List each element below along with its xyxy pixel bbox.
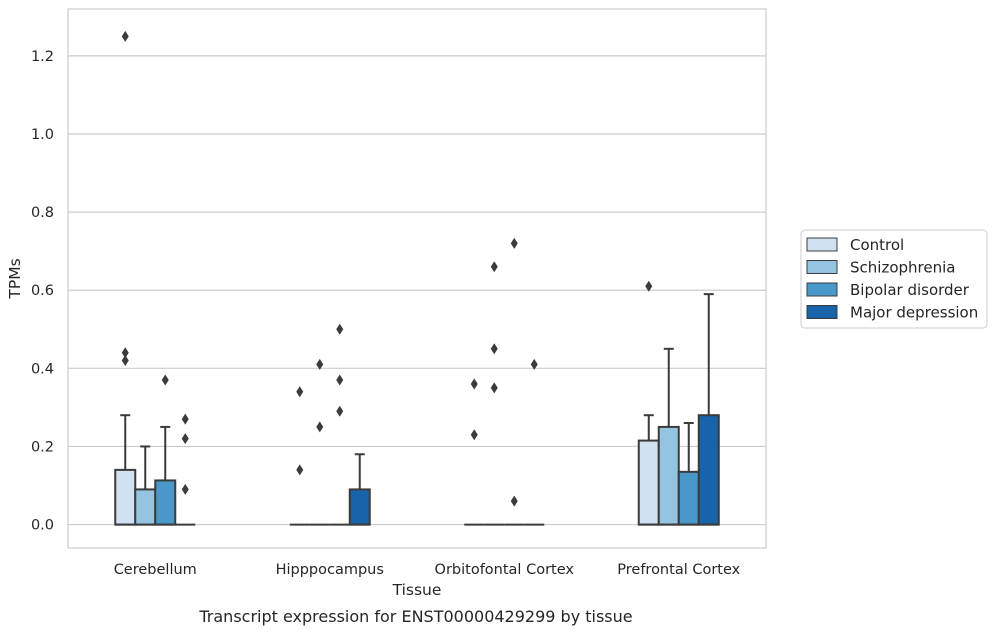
outlier-point [510, 237, 518, 249]
y-tick-label: 0.4 [31, 361, 54, 377]
outlier-point [336, 374, 344, 386]
box-control [464, 378, 485, 526]
y-tick-label: 0.8 [31, 205, 54, 221]
box-schizophrenia [657, 347, 680, 526]
legend-label: Bipolar disorder [850, 281, 970, 299]
outlier-point [181, 483, 189, 495]
x-tick-label: Hipppocampus [276, 562, 384, 578]
box-major-depression [175, 413, 196, 526]
outlier-point [336, 323, 344, 335]
y-tick-label: 0.0 [31, 518, 54, 534]
outlier-point [530, 358, 538, 370]
legend-label: Schizophrenia [850, 259, 955, 277]
legend-frame [800, 229, 988, 329]
figure-caption: Transcript expression for ENST0000042929… [198, 607, 632, 626]
box-bipolar-disorder [677, 422, 700, 526]
outlier-point [510, 495, 518, 507]
outlier-point [161, 374, 169, 386]
box-schizophrenia [134, 445, 157, 526]
grid-lines [68, 55, 766, 526]
legend-swatch [806, 260, 838, 274]
outlier-point [470, 378, 478, 390]
outlier-point [316, 358, 324, 370]
box-control [637, 280, 660, 526]
outlier-point [490, 261, 498, 273]
box-schizophrenia [484, 261, 505, 526]
box-bipolar-disorder [329, 323, 350, 526]
y-tick-label: 1.0 [31, 127, 54, 143]
box-iqr [134, 488, 157, 526]
outlier-point [121, 347, 129, 359]
y-axis-label: TPMs [6, 258, 24, 299]
outlier-point [121, 30, 129, 42]
x-tick-label: Cerebellum [114, 562, 197, 578]
outlier-point [296, 464, 304, 476]
box-control [289, 386, 310, 526]
box-major-depression [697, 293, 720, 526]
box-iqr [657, 425, 680, 526]
x-axis-label: Tissue [392, 581, 442, 599]
outlier-point [490, 343, 498, 355]
box-iqr [637, 439, 660, 526]
outlier-point [336, 405, 344, 417]
legend-swatch [806, 305, 838, 319]
plot-frame [67, 8, 767, 549]
legend-swatch [806, 282, 838, 297]
box-major-depression [348, 453, 371, 526]
box-bipolar-disorder [504, 237, 525, 526]
outlier-point [316, 421, 324, 433]
outlier-point [470, 429, 478, 441]
box-control [114, 30, 137, 526]
outlier-point [296, 386, 304, 398]
x-tick-label: Orbitofontal Cortex [435, 562, 575, 578]
box-iqr [348, 488, 371, 526]
box-iqr [154, 479, 177, 526]
box-bipolar-disorder [154, 374, 177, 526]
legend: Control Schizophrenia Bipolar disorder Majo… [800, 229, 988, 329]
box-iqr [697, 414, 720, 526]
box-schizophrenia [309, 358, 330, 526]
y-axis-ticks: 0.0 0.2 0.4 0.6 0.8 1.0 1.2 [31, 49, 54, 534]
outlier-point [181, 413, 189, 425]
legend-swatch [806, 237, 838, 252]
y-tick-label: 0.2 [31, 439, 54, 455]
legend-label: Control [850, 236, 904, 254]
x-axis-ticks: Cerebellum Hipppocampus Orbitofontal Corte… [114, 562, 741, 578]
outlier-point [121, 355, 129, 367]
box-major-depression [524, 358, 545, 526]
box-iqr [677, 470, 700, 526]
y-tick-label: 0.6 [31, 283, 54, 299]
y-tick-label: 1.2 [31, 49, 54, 65]
outlier-point [490, 382, 498, 394]
x-tick-label: Prefrontal Cortex [617, 562, 740, 578]
outlier-point [181, 433, 189, 445]
plot-area [114, 30, 720, 526]
box-iqr [114, 468, 137, 526]
outlier-point [645, 280, 653, 292]
legend-label: Major depression [850, 304, 978, 322]
